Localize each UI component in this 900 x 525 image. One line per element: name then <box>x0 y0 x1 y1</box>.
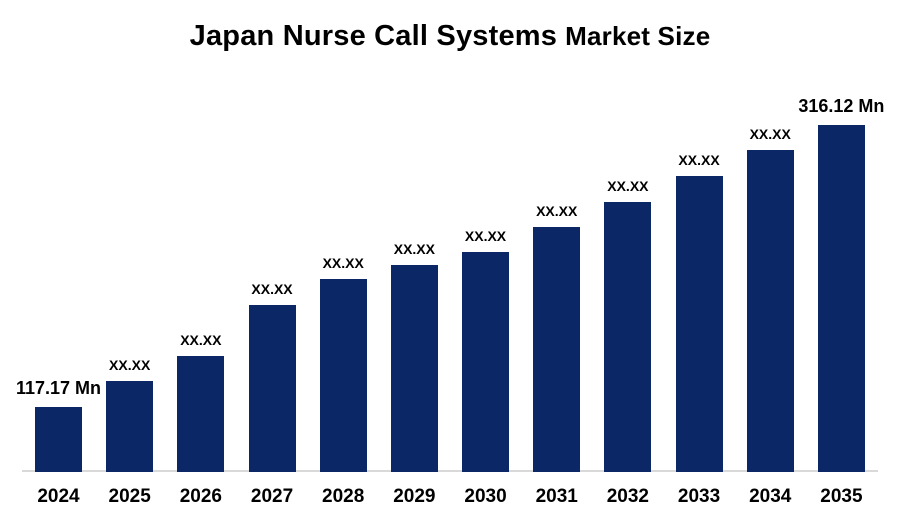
chart-title-secondary: Market Size <box>565 21 711 51</box>
x-axis-label-2030: 2030 <box>464 486 507 507</box>
bar-value-label-2033: XX.XX <box>678 152 720 168</box>
bar-column-2028: XX.XX 2028 <box>319 85 367 507</box>
bar-value-label-2034: XX.XX <box>749 126 791 142</box>
bar-2029 <box>390 265 438 472</box>
bar-column-2029: XX.XX 2029 <box>390 85 438 507</box>
x-axis-label-2026: 2026 <box>179 486 222 507</box>
x-axis-line <box>22 470 878 472</box>
bar-column-2025: XX.XX 2025 <box>106 85 154 507</box>
bar-column-2033: XX.XX 2033 <box>675 85 723 507</box>
x-axis-label-2029: 2029 <box>393 486 436 507</box>
bar-column-2031: XX.XX 2031 <box>533 85 581 507</box>
bar-column-2032: XX.XX 2032 <box>604 85 652 507</box>
x-axis-label-2033: 2033 <box>677 486 721 507</box>
bar-2027 <box>248 305 296 472</box>
x-axis-label-2034: 2034 <box>749 486 792 507</box>
plot-area: 117.17 Mn 2024 XX.XX 2025 XX.XX 2026 XX.XX 2027… <box>16 85 884 507</box>
x-axis-label-2028: 2028 <box>322 486 365 507</box>
bar-value-label-2031: XX.XX <box>536 203 578 219</box>
bar-2033 <box>675 176 723 472</box>
bar-2024 <box>35 407 82 472</box>
bar-value-label-2032: XX.XX <box>607 178 649 194</box>
bar-column-2030: XX.XX 2030 <box>462 85 510 507</box>
x-axis-label-2031: 2031 <box>535 486 578 507</box>
bar-column-2024: 117.17 Mn 2024 <box>16 85 101 507</box>
bar-value-label-2028: XX.XX <box>322 255 364 271</box>
bar-value-label-2030: XX.XX <box>464 228 507 244</box>
chart-title: Japan Nurse Call Systems Market Size <box>0 20 900 53</box>
bar-2031 <box>533 227 581 472</box>
x-axis-label-2025: 2025 <box>108 486 151 507</box>
bar-2035 <box>817 125 865 472</box>
bar-value-label-2025: XX.XX <box>109 357 151 373</box>
bar-2026 <box>177 356 225 472</box>
bar-value-label-2027: XX.XX <box>251 281 293 297</box>
bar-2025 <box>106 381 154 472</box>
bar-2034 <box>746 150 794 472</box>
bar-column-2026: XX.XX 2026 <box>177 85 225 507</box>
chart-title-primary: Japan Nurse Call Systems <box>189 20 558 52</box>
x-axis-label-2035: 2035 <box>820 486 863 507</box>
bar-2030 <box>462 252 510 472</box>
bar-value-label-2029: XX.XX <box>393 241 435 257</box>
bar-2032 <box>604 202 652 472</box>
bar-column-2027: XX.XX 2027 <box>248 85 296 507</box>
bar-value-label-2024: 117.17 Mn <box>15 378 102 398</box>
bar-value-label-2026: XX.XX <box>180 332 222 348</box>
bar-2028 <box>319 279 367 472</box>
bar-column-2034: XX.XX 2034 <box>746 85 794 507</box>
x-axis-label-2027: 2027 <box>250 486 294 507</box>
bar-column-2035: 316.12 Mn 2035 <box>798 85 884 507</box>
bar-value-label-2035: 316.12 Mn <box>798 96 885 116</box>
x-axis-label-2032: 2032 <box>606 486 650 507</box>
x-axis-label-2024: 2024 <box>37 486 80 507</box>
